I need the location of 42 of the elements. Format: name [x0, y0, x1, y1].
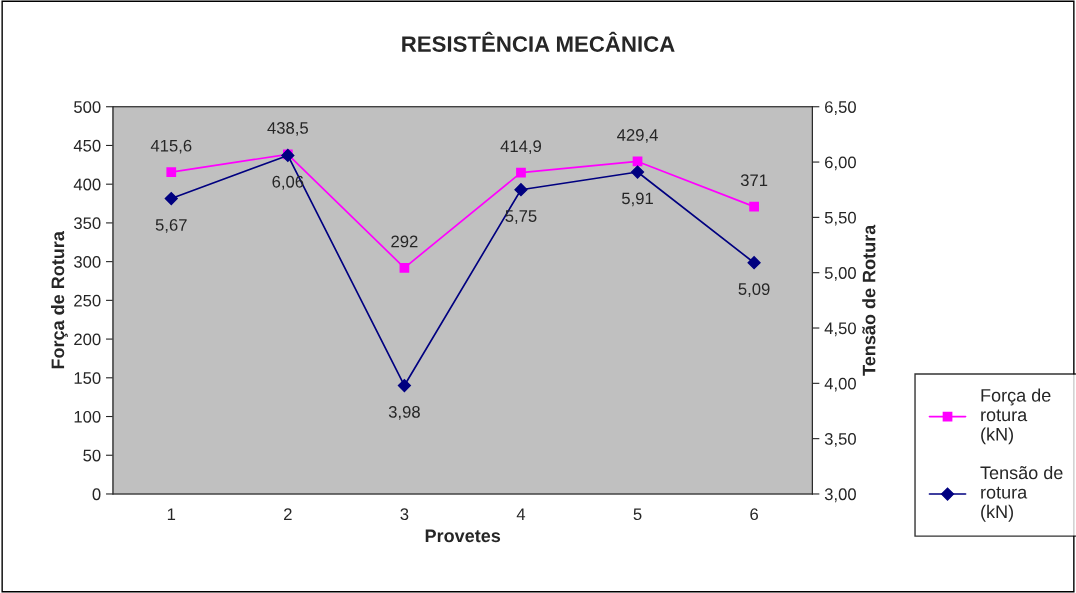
y-axis-title: Força de Rotura [50, 231, 68, 369]
y-tick-label: 100 [74, 410, 101, 423]
y2-tick-label: 5,50 [824, 211, 856, 226]
y2-tick-label: 3,50 [824, 433, 856, 447]
x-axis-title: Provetes [425, 529, 501, 543]
data-label: 5,09 [738, 283, 770, 297]
x-tick-label: 4 [516, 508, 526, 520]
data-label: 5,91 [621, 192, 653, 207]
x-tick-label: 1 [167, 508, 176, 520]
legend-label: Tensão de rotura (kN) [980, 465, 1063, 522]
y-tick-label: 250 [74, 294, 101, 307]
y2-tick-label: 3,00 [824, 488, 856, 503]
x-tick-label: 6 [750, 508, 758, 521]
x-tick-label: 5 [633, 508, 642, 521]
legend-label: Força de rotura (kN) [981, 388, 1051, 445]
data-label: 292 [391, 235, 418, 248]
y2-tick-label: 5,00 [824, 267, 856, 281]
data-label: 438,5 [267, 122, 308, 136]
data-label: 3,98 [388, 405, 420, 420]
y-tick-label: 150 [74, 372, 101, 384]
y-tick-label: 0 [92, 488, 101, 501]
y-tick-label: 450 [73, 139, 101, 152]
y-tick-label: 300 [74, 256, 101, 268]
chart-title: RESISTÊNCIA MECÂNICA [402, 31, 675, 52]
y2-tick-label: 6,50 [825, 101, 856, 115]
x-tick-label: 2 [284, 508, 292, 520]
y-tick-label: 350 [74, 217, 101, 230]
y2-tick-label: 6,00 [825, 156, 856, 171]
data-label: 414,9 [500, 140, 542, 155]
data-label: 5,75 [505, 210, 537, 224]
data-label: 429,4 [617, 129, 658, 143]
data-label: 415,6 [150, 139, 192, 154]
y2-tick-label: 4,00 [824, 377, 856, 392]
y2-axis-title: Tensão de Rotura [862, 224, 876, 376]
y-tick-label: 50 [83, 449, 101, 462]
y-tick-label: 400 [73, 178, 101, 191]
y2-tick-label: 4,50 [824, 322, 856, 337]
y-tick-label: 200 [74, 333, 101, 346]
y-tick-label: 500 [74, 101, 101, 113]
data-label: 371 [740, 174, 768, 187]
x-tick-label: 3 [400, 508, 409, 521]
data-label: 5,67 [155, 219, 187, 233]
